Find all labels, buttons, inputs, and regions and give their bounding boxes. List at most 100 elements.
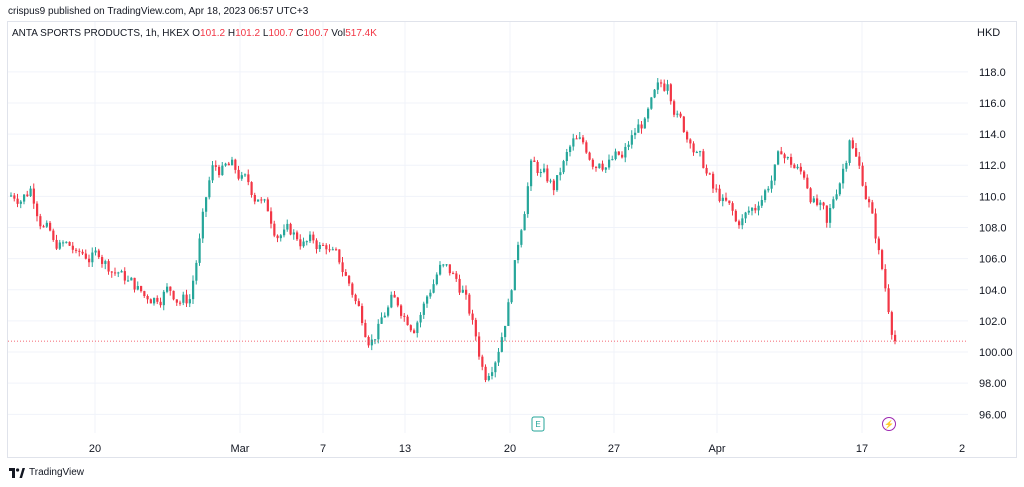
candle-up (604, 167, 607, 174)
candle-body (58, 242, 61, 249)
candle-up (845, 160, 848, 172)
candle-body (94, 250, 97, 253)
candle-body (39, 216, 42, 227)
candle-down (858, 152, 861, 170)
candle-body (484, 366, 487, 381)
candle-body (383, 315, 386, 318)
candle-down (728, 200, 731, 205)
candle-up (497, 347, 500, 366)
candle-down (143, 290, 146, 298)
candle-body (13, 195, 16, 199)
tradingview-brand[interactable]: TradingView (9, 467, 84, 478)
candle-body (354, 294, 357, 302)
candle-body (221, 165, 224, 176)
chart-frame[interactable] (7, 21, 1017, 458)
candle-body (185, 294, 188, 304)
candle-up (500, 332, 503, 353)
open-label: O (192, 28, 201, 39)
candle-up (578, 131, 581, 140)
candle-body (764, 190, 767, 201)
candle-down (26, 190, 29, 197)
candle-up (130, 276, 133, 281)
low-value: 100.7 (268, 28, 294, 39)
candle-down (640, 121, 643, 134)
candle-body (302, 241, 305, 247)
candle-down (552, 178, 555, 196)
candle-down (754, 204, 757, 214)
candle-body (890, 312, 893, 335)
candle-up (494, 361, 497, 378)
candle-down (234, 158, 237, 174)
candle-body (416, 322, 419, 334)
candle-up (520, 228, 523, 248)
candle-body (497, 351, 500, 363)
candle-down (601, 160, 604, 172)
candle-down (887, 284, 890, 314)
candle-body (777, 151, 780, 165)
candle-up (819, 199, 822, 211)
candle-up (569, 144, 572, 157)
candle-down (468, 293, 471, 316)
candle-up (136, 281, 139, 291)
candle-down (546, 164, 549, 183)
candle-down (107, 259, 110, 275)
candle-body (491, 372, 494, 376)
candle-up (432, 279, 435, 294)
candle-down (149, 298, 152, 304)
candle-up (305, 240, 308, 246)
candle-up (286, 219, 289, 232)
candle-up (653, 88, 656, 99)
candle-body (848, 140, 851, 163)
candle-up (45, 220, 48, 229)
candle-down (409, 324, 412, 333)
candle-down (218, 164, 221, 178)
candle-body (162, 291, 165, 306)
candle-body (819, 202, 822, 205)
candle-body (159, 301, 162, 306)
candle-body (452, 273, 455, 275)
candle-down (75, 248, 78, 254)
candle-up (530, 158, 533, 192)
candle-up (370, 334, 373, 351)
candle-up (127, 275, 130, 282)
candle-down (237, 165, 240, 181)
candle-up (549, 178, 552, 184)
candle-body (153, 297, 156, 304)
candle-body (747, 210, 750, 213)
y-tick-label: 110.0 (979, 191, 1006, 203)
candle-body (725, 197, 728, 201)
candle-body (520, 230, 523, 245)
candle-body (552, 180, 555, 191)
candle-up (832, 196, 835, 210)
candle-down (705, 164, 708, 176)
close-value: 100.7 (303, 28, 329, 39)
candle-body (445, 264, 448, 266)
candle-down (582, 134, 585, 145)
candle-body (19, 201, 22, 204)
candle-body (195, 262, 198, 281)
candle-down (877, 236, 880, 255)
candle-down (871, 199, 874, 214)
candle-body (562, 161, 565, 173)
candle-body (42, 226, 45, 228)
candle-down (101, 254, 104, 268)
candle-body (97, 250, 100, 258)
candle-body (842, 168, 845, 184)
candle-down (39, 213, 42, 230)
candle-up (244, 173, 247, 178)
candle-up (419, 312, 422, 328)
candle-body (315, 240, 318, 250)
candle-body (422, 303, 425, 315)
open-value: 101.2 (200, 28, 226, 39)
candle-body (881, 250, 884, 270)
candle-body (325, 245, 328, 250)
candle-up (211, 160, 214, 184)
candle-down (793, 163, 796, 169)
candle-down (13, 193, 16, 202)
candle-up (195, 260, 198, 285)
candle-up (198, 233, 201, 266)
candle-up (767, 186, 770, 193)
candle-up (429, 289, 432, 299)
candle-body (198, 238, 201, 263)
